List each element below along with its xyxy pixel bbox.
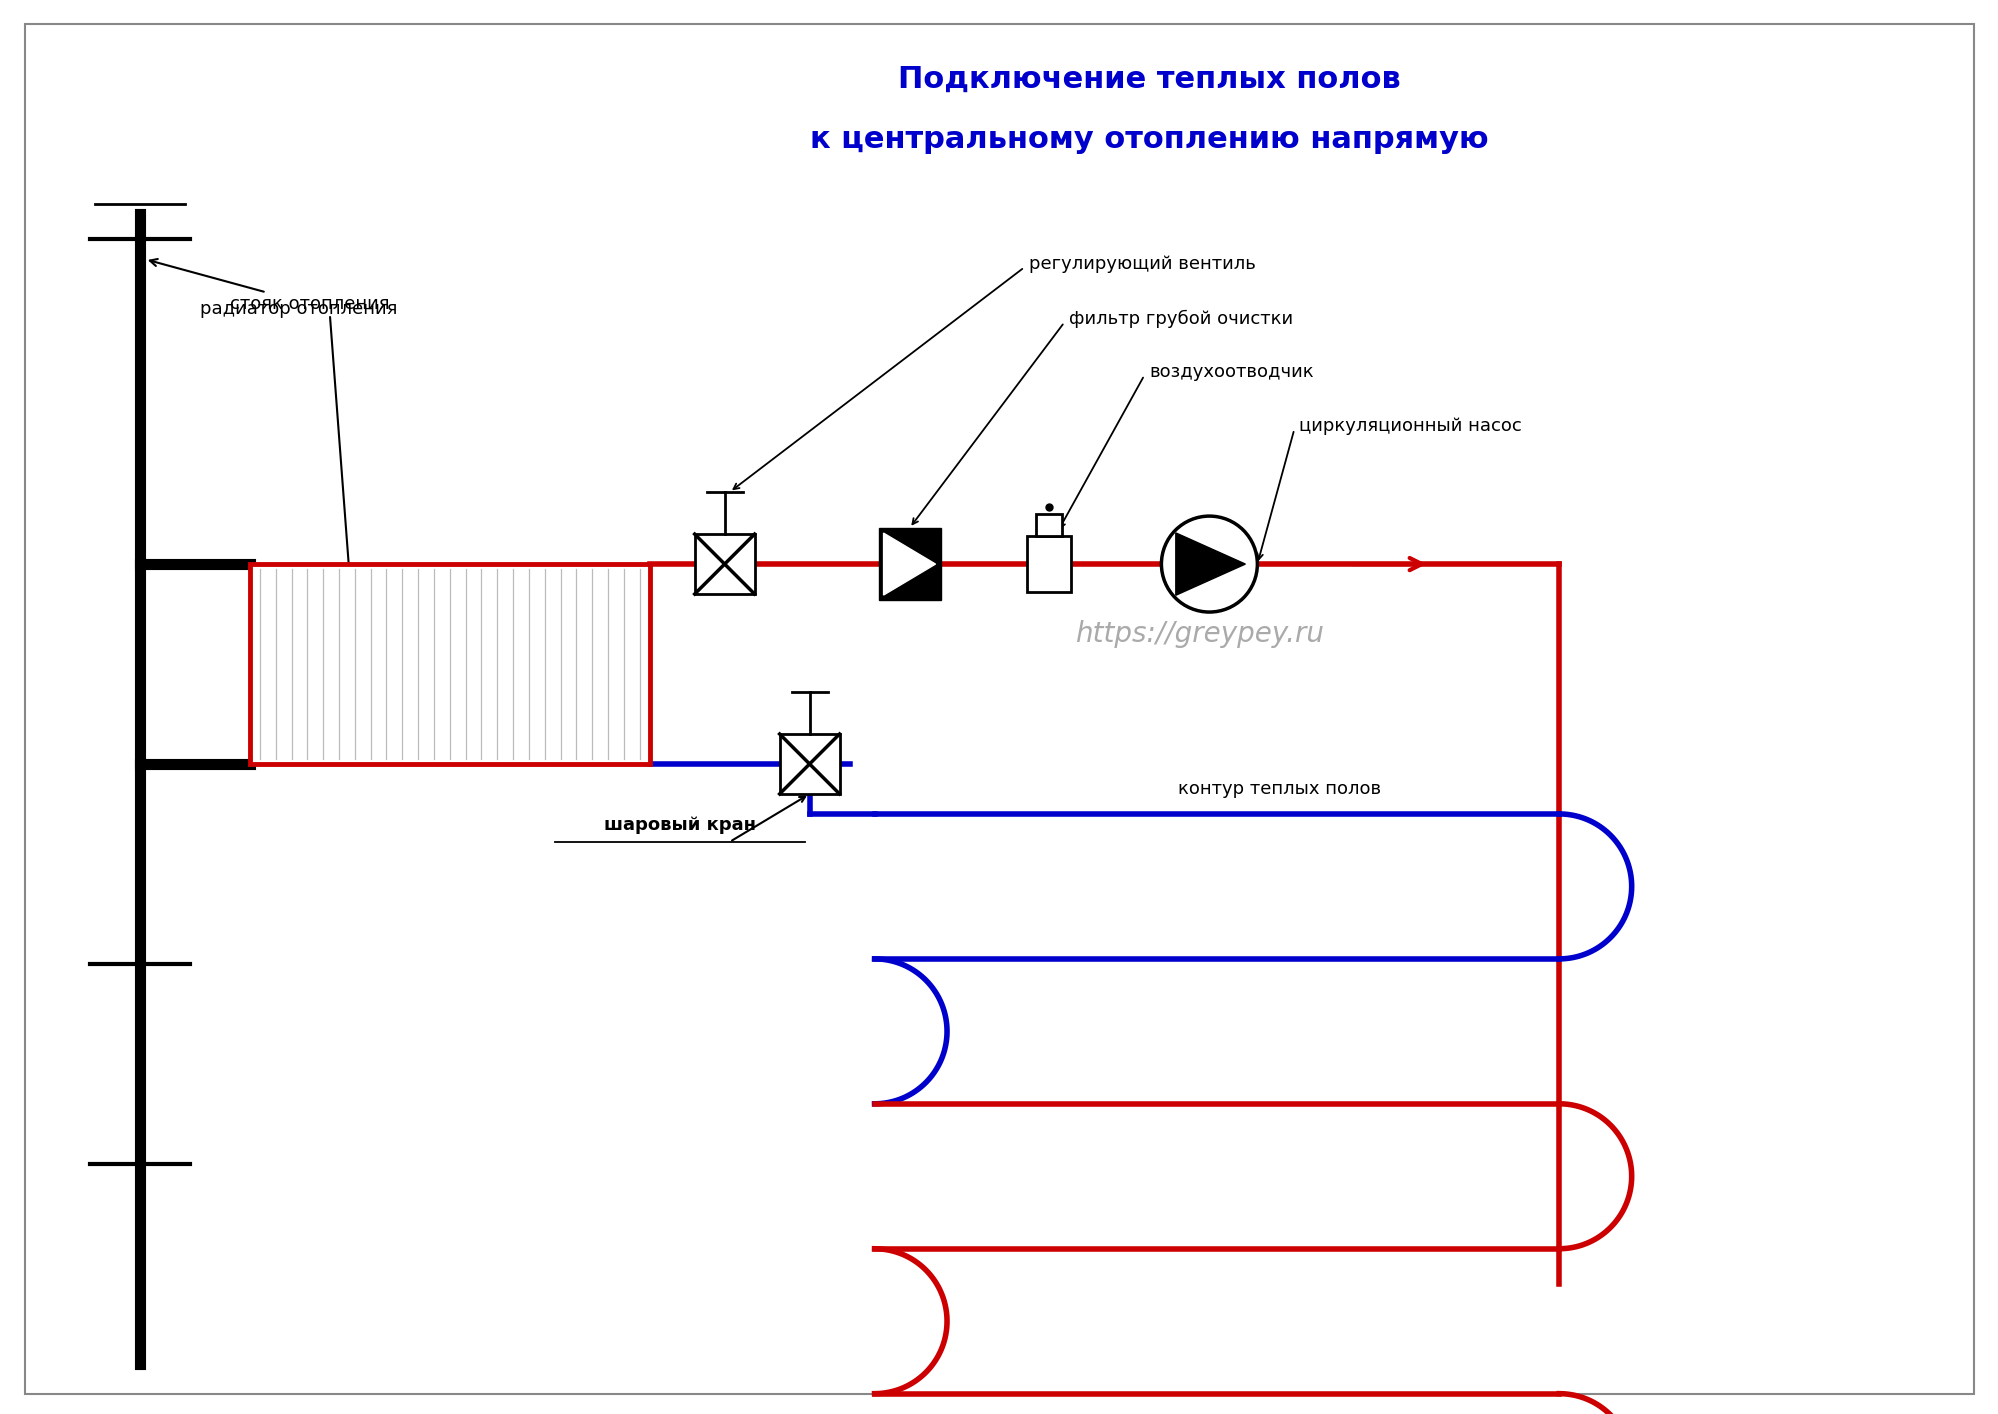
Bar: [250, 564, 649, 764]
Text: воздухоотводчик: воздухоотводчик: [1149, 363, 1313, 382]
Text: циркуляционный насос: циркуляционный насос: [1299, 417, 1520, 436]
Bar: [877, 527, 939, 600]
Text: Подключение теплых полов: Подключение теплых полов: [897, 65, 1401, 93]
Text: шаровый кран: шаровый кран: [603, 816, 755, 834]
Text: регулирующий вентиль: регулирующий вентиль: [1029, 255, 1255, 273]
Text: контур теплых полов: контур теплых полов: [1177, 781, 1381, 797]
Bar: [779, 734, 839, 793]
Polygon shape: [1175, 533, 1245, 595]
Bar: [1027, 536, 1071, 592]
Text: радиатор отопления: радиатор отопления: [200, 300, 398, 318]
Circle shape: [1161, 516, 1257, 612]
Bar: [695, 534, 753, 594]
Polygon shape: [883, 533, 935, 595]
Bar: [1035, 515, 1063, 536]
Text: https://greypey.ru: https://greypey.ru: [1075, 619, 1323, 648]
Text: стояк отопления: стояк отопления: [150, 259, 390, 312]
Text: фильтр грубой очистки: фильтр грубой очистки: [1069, 310, 1293, 328]
Text: к центральному отоплению напрямую: к центральному отоплению напрямую: [809, 124, 1489, 154]
